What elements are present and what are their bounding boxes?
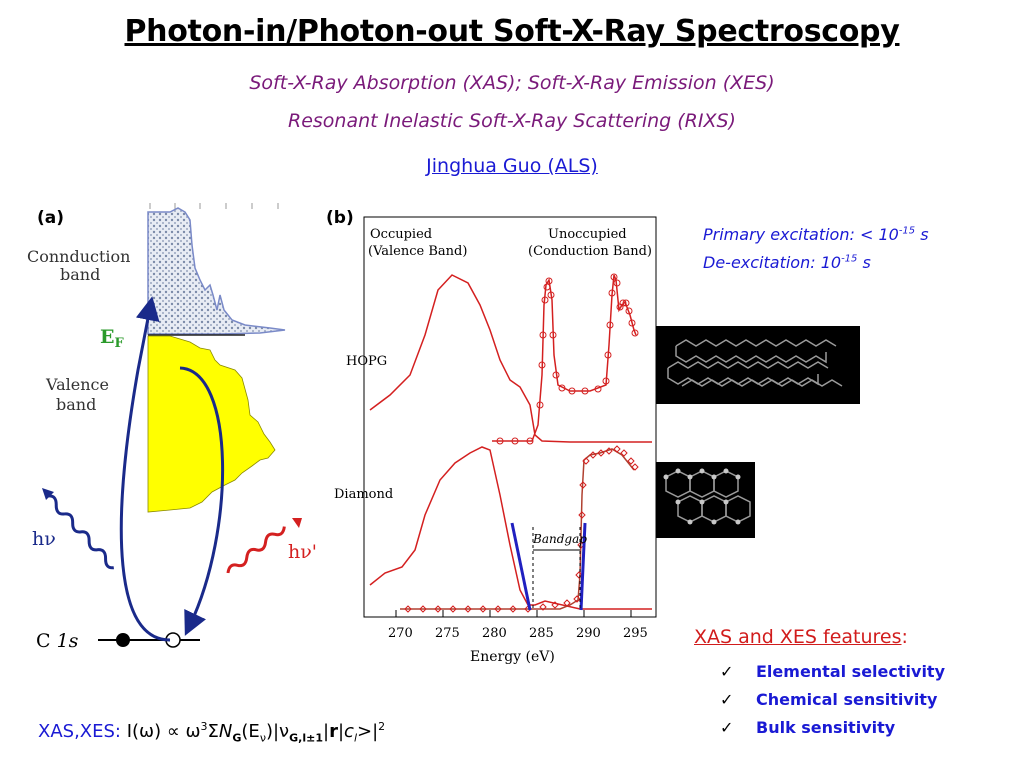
valence-band-label-2: band: [56, 395, 96, 414]
core-electron-filled: [116, 633, 130, 647]
feature-item: ✓ Chemical sensitivity: [720, 690, 938, 709]
valence-band-label-1: Valence: [45, 375, 109, 394]
occupied-label-1: Occupied: [370, 227, 432, 242]
x-tick-290: 290: [576, 626, 601, 641]
feature-item: ✓ Bulk sensitivity: [720, 718, 896, 737]
x-tick-270: 270: [388, 626, 413, 641]
energy-level-diagram: Connduction band EF Valence band hν hν' …: [27, 203, 317, 652]
conduction-band-label-1: Connduction: [27, 247, 130, 266]
incoming-photon-arrowhead: [42, 488, 54, 500]
valence-band-dos: [147, 335, 276, 513]
hopg-absorption-markers: [496, 273, 639, 445]
x-tick-295: 295: [623, 626, 648, 641]
bandgap-label: Bandgap: [532, 532, 587, 546]
check-icon: ✓: [720, 662, 734, 681]
feature-item: ✓ Elemental selectivity: [720, 662, 945, 681]
diamond-lattice: [665, 470, 751, 523]
conduction-band-label-2: band: [60, 265, 100, 284]
diamond-emission-curve: [369, 446, 652, 610]
subtitle-xas-xes: Soft-X-Ray Absorption (XAS); Soft-X-Ray …: [249, 72, 775, 94]
top-tick-marks: [149, 203, 279, 209]
panel-b-label: (b): [326, 208, 354, 228]
hopg-structure-image: [656, 326, 860, 404]
panel-a-label: (a): [37, 208, 65, 228]
fermi-level-label: EF: [100, 326, 124, 351]
unoccupied-label-1: Unoccupied: [548, 227, 627, 242]
emission-arrow: [179, 366, 224, 636]
outgoing-photon-arrowhead: [292, 518, 302, 528]
author-link[interactable]: Jinghua Guo (ALS): [426, 155, 598, 177]
graphene-layers: [667, 339, 843, 387]
diamond-label: Diamond: [334, 487, 393, 502]
hopg-label: HOPG: [346, 354, 387, 369]
check-icon: ✓: [720, 718, 734, 737]
spectra-figure: 270 275 280 285 290 295 Energy (eV) Occu…: [334, 216, 657, 665]
x-tick-275: 275: [435, 626, 460, 641]
slide-title: Photon-in/Photon-out Soft-X-Ray Spectros…: [124, 14, 900, 49]
absorption-arrow: [119, 296, 171, 642]
x-tick-285: 285: [529, 626, 554, 641]
x-axis-label: Energy (eV): [470, 649, 555, 665]
unoccupied-label-2: (Conduction Band): [528, 244, 652, 259]
photon-out-label: hν': [288, 541, 317, 563]
de-excitation-text: De-excitation: 10-15 s: [703, 253, 871, 272]
diamond-absorption-curve: [400, 448, 635, 610]
intensity-formula: XAS,XES: I(ω) ∝ ω3ΣNG(Eν)|νG,l±1|r|cl>|2: [38, 720, 386, 745]
subtitle-rixs: Resonant Inelastic Soft-X-Ray Scattering…: [288, 110, 736, 132]
incoming-photon-wave: [47, 494, 114, 570]
spectra-frame: [363, 216, 657, 618]
vbm-extrapolation-line: [510, 522, 532, 611]
cbm-extrapolation-line: [579, 522, 587, 611]
occupied-label-2: (Valence Band): [368, 244, 467, 259]
x-tick-marks: [395, 610, 632, 617]
x-tick-280: 280: [482, 626, 507, 641]
features-title: XAS and XES features:: [694, 626, 908, 648]
outgoing-photon-wave: [226, 526, 286, 574]
check-icon: ✓: [720, 690, 734, 709]
conduction-band-dos: [147, 207, 286, 335]
photon-in-label: hν: [32, 528, 56, 550]
primary-excitation-text: Primary excitation: < 10-15 s: [703, 225, 929, 244]
diamond-atoms: [663, 468, 741, 525]
hopg-emission-curve: [369, 274, 652, 443]
core-level-label: C 1s: [36, 630, 79, 652]
diamond-structure-image: [656, 462, 755, 538]
